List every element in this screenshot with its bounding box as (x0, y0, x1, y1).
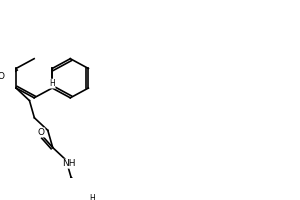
Text: O: O (38, 128, 45, 137)
Text: H: H (49, 79, 55, 88)
Text: O: O (0, 72, 4, 81)
Text: NH: NH (62, 159, 76, 168)
Text: H: H (90, 194, 95, 200)
